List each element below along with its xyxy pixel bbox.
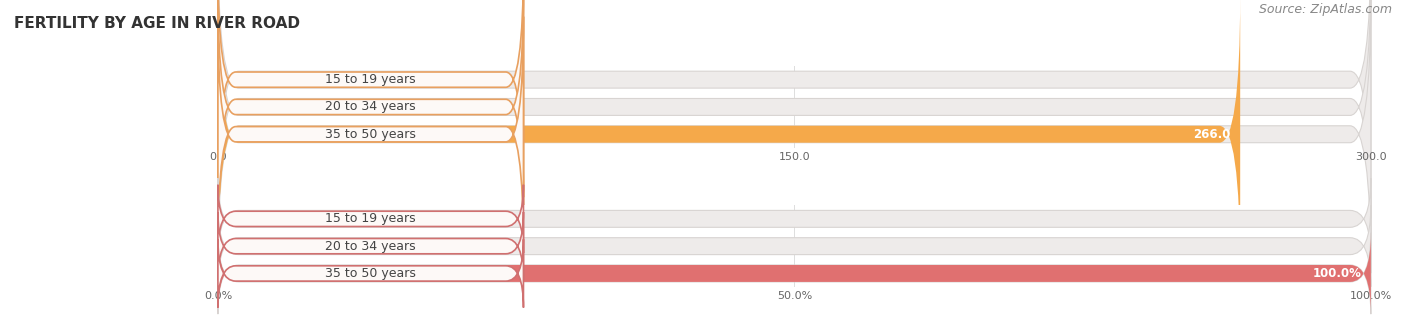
- Text: 20 to 34 years: 20 to 34 years: [325, 100, 416, 114]
- FancyBboxPatch shape: [218, 185, 523, 253]
- FancyBboxPatch shape: [218, 233, 1371, 314]
- Text: 0.0: 0.0: [239, 73, 257, 86]
- Text: 15 to 19 years: 15 to 19 years: [325, 213, 416, 225]
- Text: 0.0: 0.0: [239, 100, 257, 114]
- FancyBboxPatch shape: [218, 0, 1371, 246]
- FancyBboxPatch shape: [218, 0, 523, 225]
- FancyBboxPatch shape: [218, 178, 1371, 259]
- Text: 266.0: 266.0: [1194, 128, 1232, 141]
- Text: 15 to 19 years: 15 to 19 years: [325, 73, 416, 86]
- FancyBboxPatch shape: [218, 0, 1371, 273]
- FancyBboxPatch shape: [218, 0, 523, 197]
- Text: 100.0%: 100.0%: [1313, 267, 1361, 280]
- FancyBboxPatch shape: [218, 212, 523, 280]
- Text: FERTILITY BY AGE IN RIVER ROAD: FERTILITY BY AGE IN RIVER ROAD: [14, 16, 299, 31]
- FancyBboxPatch shape: [218, 0, 1371, 218]
- FancyBboxPatch shape: [218, 0, 1240, 273]
- FancyBboxPatch shape: [218, 239, 523, 308]
- FancyBboxPatch shape: [218, 206, 1371, 287]
- Text: 0.0%: 0.0%: [239, 213, 269, 225]
- Text: 20 to 34 years: 20 to 34 years: [325, 240, 416, 253]
- FancyBboxPatch shape: [218, 233, 1371, 314]
- Text: Source: ZipAtlas.com: Source: ZipAtlas.com: [1258, 3, 1392, 16]
- FancyBboxPatch shape: [218, 16, 523, 252]
- Text: 35 to 50 years: 35 to 50 years: [325, 128, 416, 141]
- Text: 0.0%: 0.0%: [239, 240, 269, 253]
- Text: 35 to 50 years: 35 to 50 years: [325, 267, 416, 280]
